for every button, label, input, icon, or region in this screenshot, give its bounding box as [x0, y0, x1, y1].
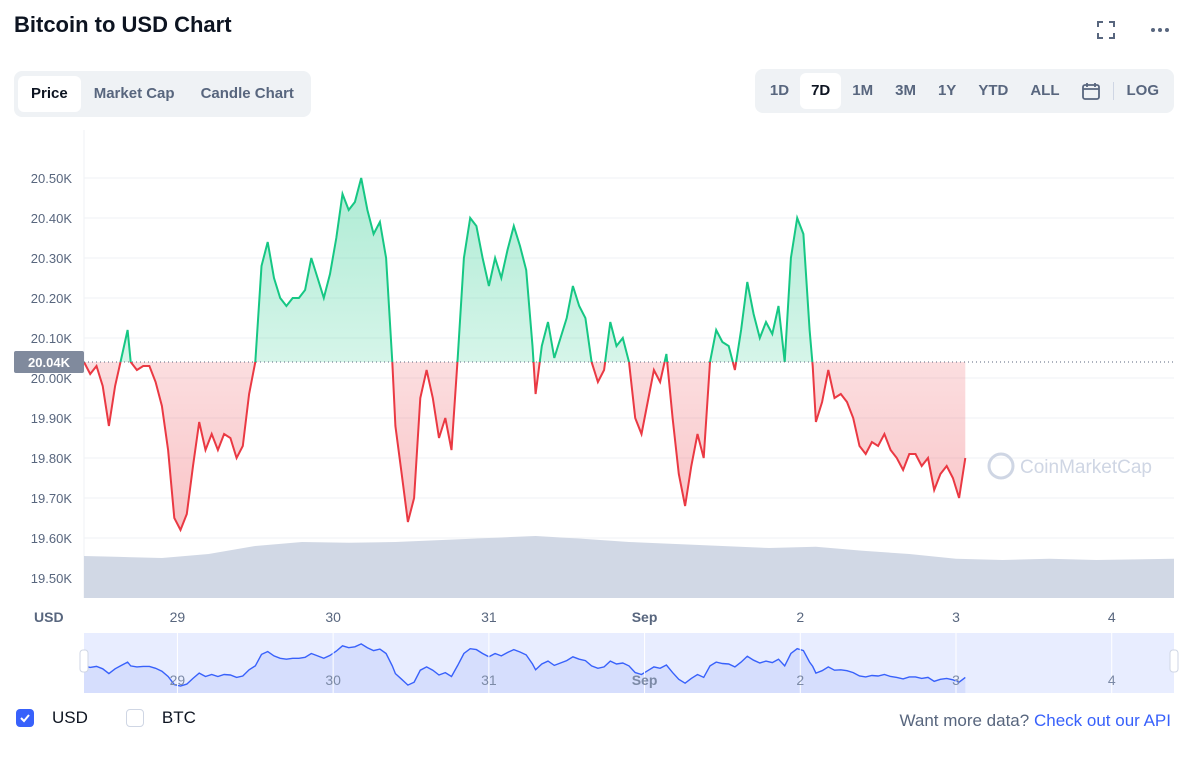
- chart-header-actions: [1094, 18, 1172, 42]
- volume-area-fill: [84, 536, 1174, 598]
- x-tick-label: 3: [952, 609, 960, 625]
- y-tick-label: 20.20K: [31, 291, 73, 306]
- legend-usd-label: USD: [52, 708, 88, 727]
- price-series: [83, 177, 967, 533]
- range-navigator[interactable]: 29 30 31 Sep 2 3 4: [79, 633, 1179, 693]
- currency-axis-label: USD: [34, 609, 64, 625]
- tab-candle-chart[interactable]: Candle Chart: [200, 85, 294, 102]
- y-tick-label: 19.50K: [31, 571, 73, 586]
- usd-checkbox[interactable]: [16, 709, 34, 727]
- price-line-up: [84, 177, 814, 362]
- price-tag-bg: [14, 351, 84, 373]
- volume-area: [84, 536, 1174, 598]
- navigator-tick-label: Sep: [632, 672, 658, 688]
- range-3m[interactable]: 3M: [895, 82, 916, 99]
- chart-type-tabs: Price Market Cap Candle Chart: [14, 71, 311, 117]
- range-1d[interactable]: 1D: [769, 82, 790, 99]
- more-dots-icon[interactable]: [1148, 18, 1172, 42]
- x-tick-label: 4: [1108, 609, 1116, 625]
- range-ytd[interactable]: YTD: [978, 82, 1009, 99]
- watermark-logo: [987, 452, 1015, 480]
- range-divider: [1112, 82, 1114, 100]
- log-toggle[interactable]: LOG: [1126, 82, 1160, 99]
- calendar-icon[interactable]: [1071, 73, 1111, 109]
- x-tick-label: 2: [796, 609, 804, 625]
- x-axis: 29 30 31 Sep 2 3 4: [170, 609, 1116, 625]
- navigator-tick-label: 3: [952, 672, 960, 688]
- price-area-down: [84, 362, 966, 530]
- coinmarketcap-watermark: CoinMarketCap: [987, 452, 1152, 480]
- navigator-tick-label: 31: [481, 672, 497, 688]
- more-data-text: Want more data?: [899, 711, 1030, 730]
- navigator-tick-label: 29: [170, 672, 186, 688]
- current-price-tag: 20.04K: [14, 351, 84, 373]
- navigator-area: [84, 643, 966, 693]
- y-tick-label: 20.10K: [31, 331, 73, 346]
- y-tick-label: 19.80K: [31, 451, 73, 466]
- more-data-prompt: Want more data? Check out our API: [899, 711, 1171, 731]
- tab-price[interactable]: Price: [18, 76, 81, 112]
- price-chart[interactable]: 20.50K 20.40K 20.30K 20.20K 20.10K 20.00K 19.9…: [0, 0, 1194, 700]
- y-tick-label: 20.00K: [31, 371, 73, 386]
- legend-btc-label: BTC: [161, 708, 196, 727]
- y-tick-label: 20.50K: [31, 171, 73, 186]
- y-axis: 20.50K 20.40K 20.30K 20.20K 20.10K 20.00K 19.9…: [31, 171, 73, 586]
- range-1m[interactable]: 1M: [852, 82, 874, 99]
- navigator-tick-label: 30: [325, 672, 341, 688]
- watermark-text: CoinMarketCap: [1020, 457, 1152, 478]
- y-tick-label: 20.30K: [31, 251, 73, 266]
- navigator-handle-right[interactable]: [1169, 649, 1179, 673]
- navigator-line: [83, 643, 966, 687]
- x-tick-label: 31: [481, 609, 497, 625]
- api-link[interactable]: Check out our API: [1033, 711, 1171, 730]
- btc-checkbox[interactable]: [125, 709, 144, 727]
- price-line-down: [83, 362, 967, 533]
- chart-title: Bitcoin to USD Chart: [14, 12, 232, 37]
- y-tick-label: 19.70K: [31, 491, 73, 506]
- y-tick-label: 20.40K: [31, 211, 73, 226]
- range-7d[interactable]: 7D: [800, 73, 842, 109]
- y-tick-label: 19.60K: [31, 531, 73, 546]
- time-range-selector: 1D 7D 1M 3M 1Y YTD ALL LOG: [754, 69, 1174, 113]
- y-tick-label: 19.90K: [31, 411, 73, 426]
- range-1y[interactable]: 1Y: [937, 82, 957, 99]
- price-tag-label: 20.04K: [28, 355, 71, 370]
- x-tick-label: 29: [170, 609, 186, 625]
- fullscreen-icon[interactable]: [1094, 18, 1118, 42]
- navigator-tick-label: 4: [1108, 672, 1116, 688]
- navigator-tick-label: 2: [796, 672, 804, 688]
- x-tick-label: Sep: [632, 609, 658, 625]
- tab-market-cap[interactable]: Market Cap: [93, 85, 175, 102]
- legend: USD BTC: [16, 708, 234, 728]
- navigator-handle-left[interactable]: [79, 649, 89, 673]
- x-tick-label: 30: [325, 609, 341, 625]
- price-area-up: [84, 178, 966, 362]
- range-all[interactable]: ALL: [1030, 82, 1060, 99]
